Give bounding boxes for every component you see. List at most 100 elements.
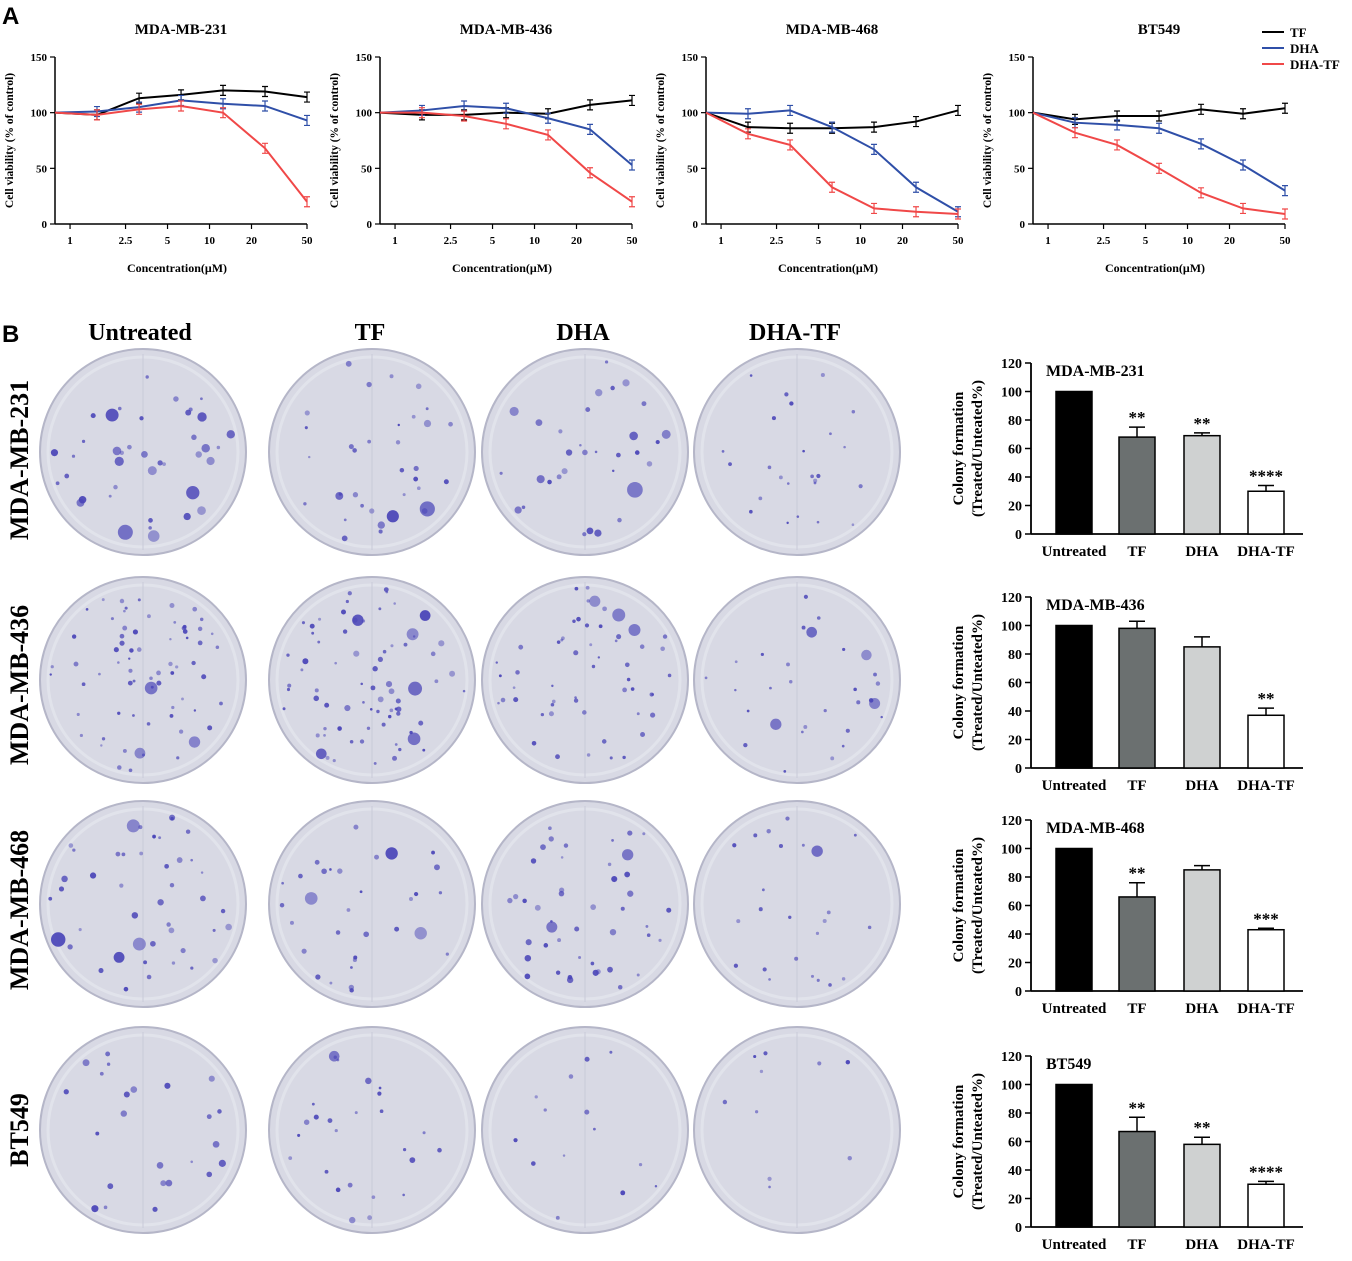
colony-spot	[226, 430, 235, 439]
colony-spot	[524, 954, 532, 962]
colony-spot	[497, 701, 500, 705]
colony-spot	[61, 875, 68, 883]
error-bar	[829, 181, 836, 193]
colony-spot	[734, 688, 737, 692]
colony-spot	[555, 1215, 560, 1220]
colony-spot	[51, 932, 66, 947]
colony-spot	[388, 688, 395, 695]
colony-spot	[593, 1127, 596, 1131]
colony-spot	[522, 898, 527, 904]
colony-dish	[693, 1026, 901, 1234]
colony-spot	[841, 744, 845, 748]
x-axis-label: Concentration(μM)	[127, 261, 227, 275]
series-line-dha-tf	[54, 104, 308, 203]
y-axis-label: Cell viability (% of control)	[655, 73, 667, 208]
colony-spot	[370, 685, 376, 691]
colony-spot	[179, 729, 184, 734]
colony-spot	[146, 974, 152, 980]
colony-spot	[123, 1091, 130, 1098]
colony-dish-photos	[39, 348, 901, 1234]
colony-spot	[845, 728, 850, 733]
colony-spot	[300, 668, 304, 672]
colony-spot	[555, 970, 561, 975]
y-tick-label: 100	[1001, 843, 1022, 858]
colony-spot	[732, 843, 737, 848]
colony-spot	[733, 963, 739, 968]
colony-spot	[822, 919, 827, 924]
colony-spot	[122, 748, 127, 753]
colony-spot	[347, 591, 352, 596]
error-bar	[304, 114, 310, 127]
colony-spot	[586, 599, 590, 603]
colony-spot	[565, 449, 573, 456]
colony-spot	[770, 718, 782, 730]
colony-dish	[39, 1026, 247, 1234]
colony-spot	[551, 684, 554, 688]
error-bar	[136, 103, 143, 115]
x-tick-label: 2.5	[1097, 235, 1111, 247]
error-bar	[503, 118, 510, 130]
colony-spot	[131, 912, 139, 919]
bar-dha-tf	[1247, 490, 1285, 535]
colony-spot	[139, 851, 144, 856]
colony-spot	[183, 512, 191, 521]
colony-spot	[385, 681, 393, 688]
colony-spot	[359, 890, 363, 894]
row-label-mda-mb-468: MDA-MB-468	[5, 830, 34, 990]
colony-spot	[597, 656, 601, 659]
colony-spot	[315, 748, 327, 760]
colony-spot	[393, 602, 396, 605]
y-axis-label-line2: (Treated/Unteated%)	[970, 1073, 986, 1210]
colony-spot	[589, 595, 601, 607]
colony-spot	[861, 649, 872, 661]
colony-spot	[175, 665, 179, 669]
colony-spot	[666, 907, 672, 913]
x-tick-label: 10	[855, 235, 867, 247]
y-tick-label: 100	[1001, 386, 1022, 401]
colony-spot	[661, 429, 671, 439]
bar-dha	[1183, 646, 1221, 769]
y-tick-label: 100	[682, 108, 699, 120]
colony-spot	[369, 707, 373, 711]
legend-label-dhatf: DHA-TF	[1290, 57, 1340, 72]
colony-spot	[620, 906, 625, 911]
colony-spot	[815, 931, 820, 935]
column-header-tf: TF	[355, 320, 386, 346]
bar-chart-mda-mb-436: 0 20 40 60 80 100 120 MDA-MB-436 Colony formatio…	[951, 591, 1303, 794]
colony-spot	[594, 529, 602, 537]
colony-spot	[148, 518, 153, 523]
colony-spot	[282, 707, 286, 711]
colony-spot	[771, 416, 776, 421]
colony-spot	[816, 520, 820, 524]
colony-spot	[794, 956, 799, 961]
error-bar	[1194, 636, 1210, 647]
error-bar	[1282, 208, 1288, 220]
colony-spot	[361, 619, 366, 623]
colony-spot	[582, 710, 587, 715]
error-bar	[1240, 202, 1247, 215]
colony-spot	[327, 1118, 333, 1124]
line-chart-title: BT549	[1138, 22, 1181, 38]
error-bar	[629, 159, 635, 171]
significance-marker: **	[1129, 864, 1146, 883]
colony-spot	[531, 1161, 536, 1166]
colony-spot	[185, 409, 192, 416]
colony-spot	[378, 1086, 382, 1090]
colony-spot	[803, 725, 808, 729]
colony-spot	[165, 1179, 173, 1187]
colony-spot	[582, 449, 588, 456]
colony-dish	[268, 800, 476, 1008]
colony-spot	[212, 1140, 220, 1148]
colony-spot	[85, 608, 89, 611]
y-tick-label: 40	[1008, 471, 1022, 486]
colony-spot	[499, 471, 503, 475]
colony-spot	[314, 688, 319, 693]
colony-spot	[200, 895, 206, 902]
colony-spot	[164, 1082, 171, 1089]
colony-spot	[200, 397, 203, 401]
colony-spot	[869, 697, 881, 709]
colony-spot	[743, 742, 748, 748]
colony-spot	[806, 626, 818, 638]
colony-spot	[524, 973, 531, 980]
colony-spot	[382, 649, 387, 654]
